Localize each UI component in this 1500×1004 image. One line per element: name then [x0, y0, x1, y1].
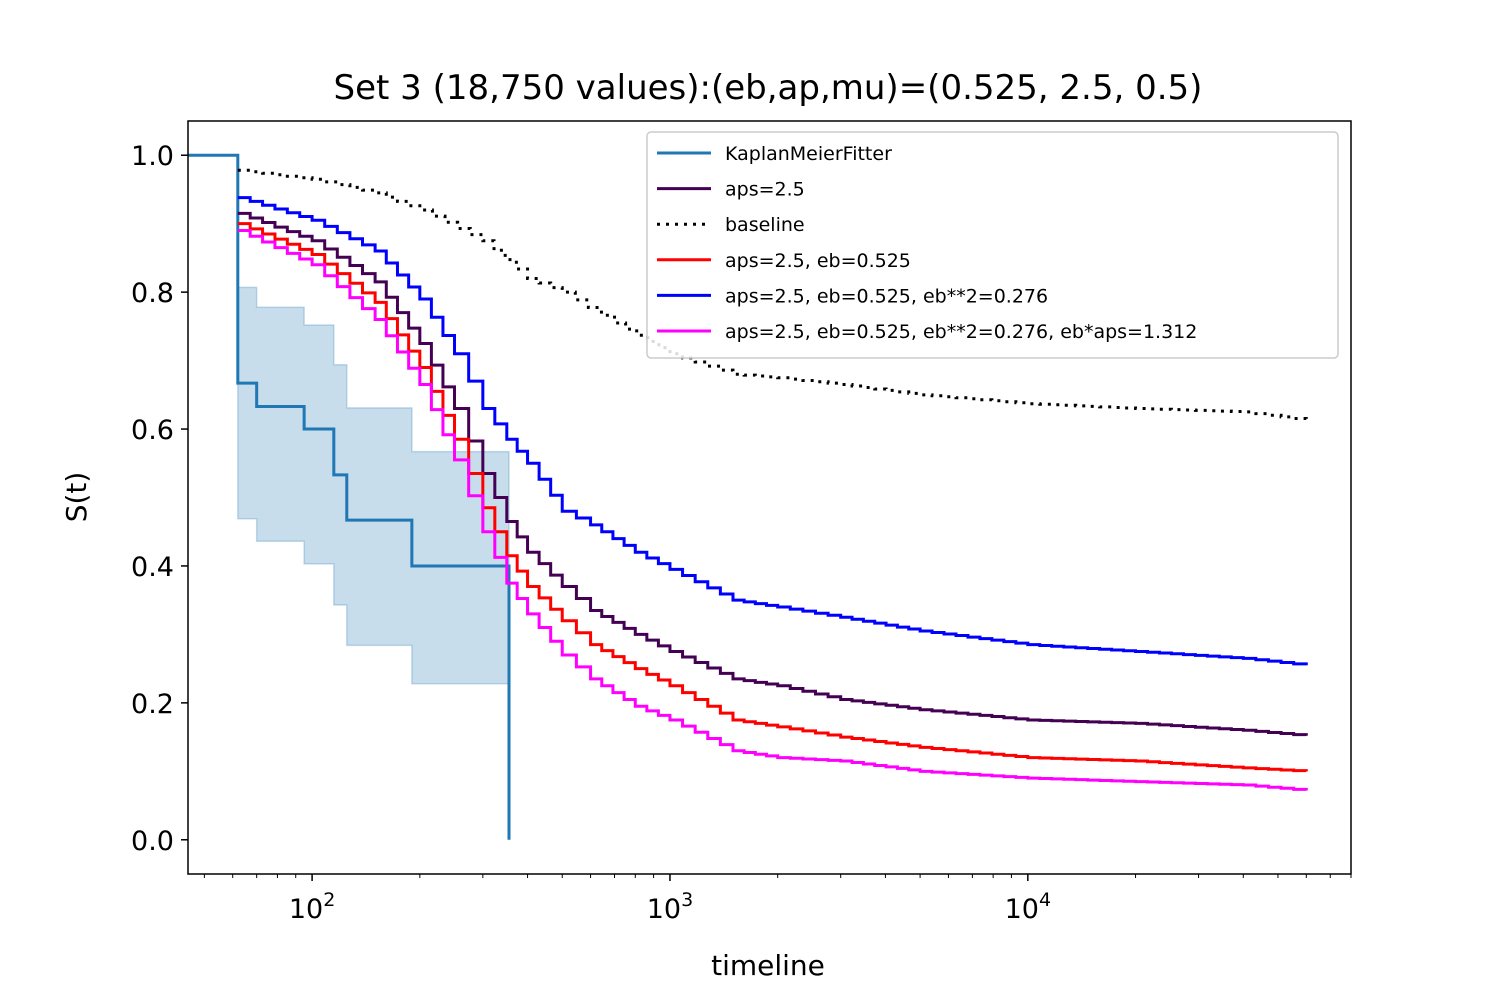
y-tick-label: 0.2: [131, 689, 174, 720]
x-tick-label: 102: [289, 889, 335, 925]
legend-label-aps-2-5-eb-0-525-eb-2-0-276-eb-aps-1-312: aps=2.5, eb=0.525, eb**2=0.276, eb*aps=1…: [725, 321, 1197, 343]
x-axis-label: timeline: [711, 949, 825, 982]
series-line-aps-2-5-eb-0-525: [237, 222, 1308, 773]
legend-box: [646, 131, 1339, 359]
legend: KaplanMeierFitter aps=2.5 baseline aps=2.5,…: [646, 131, 1339, 359]
chart-title: Set 3 (18,750 values):(eb,ap,mu)=(0.525,…: [334, 68, 1203, 108]
y-tick-label: 0.4: [131, 552, 174, 583]
legend-label-baseline: baseline: [725, 214, 805, 236]
series-line-aps-2-5: [237, 211, 1308, 737]
plot-area: [188, 153, 1308, 840]
y-tick-label: 0.8: [131, 278, 174, 309]
series-line-baseline: [237, 168, 1308, 421]
y-tick-label: 1.0: [131, 141, 174, 172]
legend-label-aps-2-5-eb-0-525: aps=2.5, eb=0.525: [725, 250, 911, 272]
series-line-kaplanmeierfitter: [188, 153, 511, 840]
x-tick-label: 103: [647, 889, 693, 925]
axes: 0.0 0.2 0.4 0.6 0.8 1.0 102 103 104: [131, 120, 1352, 925]
y-tick-label: 0.0: [131, 826, 174, 857]
series-line-aps-2-5-eb-0-525-eb-2-0-276: [237, 196, 1308, 666]
legend-label-aps-2-5: aps=2.5: [725, 179, 805, 201]
x-tick-label: 104: [1005, 889, 1051, 925]
y-axis-label: S(t): [60, 472, 93, 523]
legend-label-kaplanmeierfitter: KaplanMeierFitter: [725, 143, 892, 165]
y-tick-label: 0.6: [131, 415, 174, 446]
axes-frame: [187, 120, 1352, 875]
series-line-aps-2-5-eb-0-525-eb-2-0-276-eb-aps-1-312: [237, 229, 1308, 791]
legend-label-aps-2-5-eb-0-525-eb-2-0-276: aps=2.5, eb=0.525, eb**2=0.276: [725, 285, 1048, 307]
